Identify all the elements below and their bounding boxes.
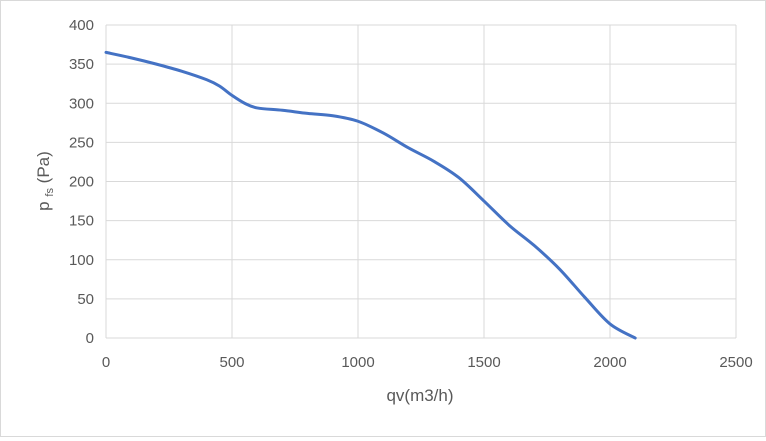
y-tick-label: 350 (69, 56, 94, 73)
y-axis-title-suffix: (Pa) (34, 151, 53, 183)
y-axis-title: p fs (Pa) (34, 151, 57, 211)
series-layer (104, 50, 637, 340)
x-tick-label: 500 (219, 354, 244, 371)
y-tick-label: 100 (69, 252, 94, 269)
y-tick-label: 150 (69, 213, 94, 230)
x-tick-label: 1500 (467, 354, 500, 371)
axes (105, 25, 736, 339)
y-tick-label: 200 (69, 174, 94, 191)
y-tick-label: 250 (69, 134, 94, 151)
y-tick-label: 0 (86, 330, 94, 347)
series-line (104, 50, 637, 340)
y-axis-title-base: p (34, 201, 53, 210)
labels: 0 500 1000 1500 2000 2500 0 50 100 150 200 250 300 35… (69, 17, 753, 371)
x-axis-title: qv(m3/h) (386, 386, 453, 405)
y-axis-title-subscript: fs (44, 188, 56, 197)
x-tick-label: 2000 (593, 354, 626, 371)
y-tick-label: 400 (69, 17, 94, 34)
x-tick-label: 2500 (719, 354, 752, 371)
y-tick-label: 300 (69, 95, 94, 112)
x-tick-label: 0 (102, 354, 110, 371)
y-tick-label: 50 (77, 291, 94, 308)
gridlines (106, 24, 737, 338)
x-tick-label: 1000 (341, 354, 374, 371)
